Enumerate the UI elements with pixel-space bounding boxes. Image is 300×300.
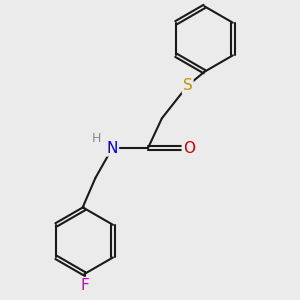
Text: O: O — [183, 140, 195, 155]
Text: S: S — [183, 78, 193, 93]
Text: N: N — [107, 140, 118, 155]
Text: F: F — [80, 278, 89, 293]
Text: H: H — [92, 132, 101, 145]
